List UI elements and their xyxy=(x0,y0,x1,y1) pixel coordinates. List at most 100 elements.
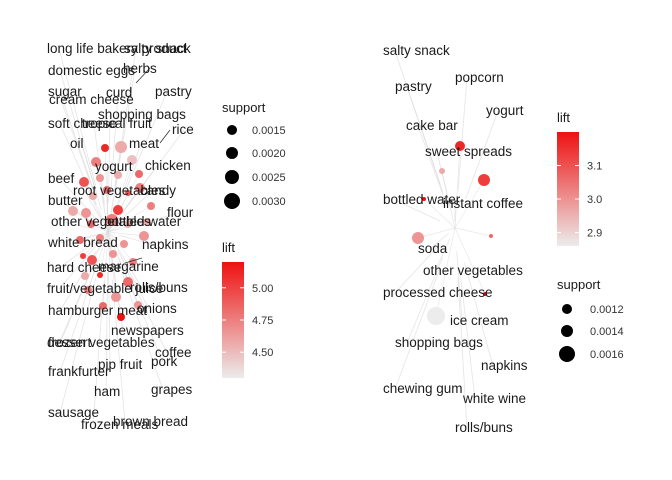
rule-node-1-30 xyxy=(87,220,95,228)
edge-1-28 xyxy=(58,245,97,290)
item-label-frankfurter: frankfurter xyxy=(48,364,110,379)
item-label-oil: oil xyxy=(70,136,84,151)
edge-2-10 xyxy=(434,238,451,272)
item-label-napkins: napkins xyxy=(142,237,189,252)
rule-node-1-28 xyxy=(143,218,151,226)
item-label-other-vegetables: other vegetables xyxy=(423,263,523,278)
rule-edge-1-22 xyxy=(87,231,109,291)
leader-line-1-2 xyxy=(159,129,171,144)
item-label-shopping-bags: shopping bags xyxy=(395,335,483,350)
rule-node-1-21 xyxy=(123,277,133,287)
rule-node-1-15 xyxy=(139,231,149,241)
lift-legend-title: lift xyxy=(557,110,570,125)
rule-node-1-23 xyxy=(111,292,121,302)
rule-edge-2-4 xyxy=(423,198,456,229)
rule-edge-2-3 xyxy=(417,227,456,239)
size-legend-label-2: 0.0020 xyxy=(252,148,286,160)
leader-line-1-1 xyxy=(135,67,151,84)
rule-edge-1-16 xyxy=(79,231,109,241)
edge-2-13 xyxy=(406,256,444,344)
edge-1-42 xyxy=(92,280,105,426)
edge-2-15 xyxy=(394,268,441,390)
lift-tick-label-3: 5.00 xyxy=(252,283,273,295)
rule-edge-1-24 xyxy=(107,231,122,318)
item-label-grapes: grapes xyxy=(151,382,193,397)
item-label-ice-cream: ice cream xyxy=(450,313,509,328)
edge-1-8 xyxy=(60,99,97,200)
item-label-processed-cheese: processed cheese xyxy=(383,285,493,300)
size-legend-label-4: 0.0030 xyxy=(252,196,286,208)
item-label-sausage: sausage xyxy=(48,405,99,420)
item-label-salty-snack: salty snack xyxy=(124,41,191,56)
size-legend-point-1 xyxy=(562,304,572,314)
item-label-cream-cheese: cream cheese xyxy=(49,92,134,107)
edge-1-41 xyxy=(59,277,97,414)
rule-node-1-3 xyxy=(101,144,109,152)
rule-edge-2-6 xyxy=(454,227,486,295)
rule-node-1-2 xyxy=(127,155,137,165)
rule-edge-2-2 xyxy=(454,179,485,229)
rule-node-1-4 xyxy=(91,157,101,167)
edge-1-6 xyxy=(110,92,119,198)
item-label-chewing-gum: chewing gum xyxy=(383,381,463,396)
rule-node-1-25 xyxy=(99,302,107,310)
item-label-pip-fruit: pip fruit xyxy=(98,357,143,372)
item-label-frozen-meals: frozen meals xyxy=(81,417,159,432)
rule-edge-1-26 xyxy=(107,231,139,306)
lift-colorbar xyxy=(222,262,244,378)
item-label-tropical-fruit: tropical fruit xyxy=(82,116,152,131)
lift-colorbar xyxy=(557,132,579,246)
item-label-chicken: chicken xyxy=(145,158,191,173)
rule-node-1-16 xyxy=(76,236,84,244)
edge-1-34 xyxy=(58,259,97,344)
rule-edge-1-15 xyxy=(107,231,145,237)
rule-node-1-33 xyxy=(135,170,143,178)
rule-node-1-29 xyxy=(106,214,118,226)
item-label-dessert: dessert xyxy=(47,335,92,350)
rule-node-1-32 xyxy=(68,206,78,216)
rule-node-1-6 xyxy=(79,177,89,187)
item-label-rolls-buns: rolls/buns xyxy=(130,280,188,295)
edge-1-1 xyxy=(58,48,97,187)
item-label-bottled-water: bottled water xyxy=(104,214,182,229)
edge-2-9 xyxy=(429,232,450,250)
rule-node-2-4 xyxy=(422,197,426,201)
rule-edge-1-11 xyxy=(107,205,152,233)
edge-2-17 xyxy=(457,277,468,429)
rule-node-1-9 xyxy=(89,192,97,200)
size-legend-label-2: 0.0014 xyxy=(590,326,624,338)
edge-1-31 xyxy=(117,251,150,310)
size-legend-title: support xyxy=(222,100,266,115)
item-label-other-vegetables: other vegetables xyxy=(51,214,151,229)
rule-node-2-2 xyxy=(478,174,490,186)
edge-2-16 xyxy=(459,270,476,400)
edge-1-13 xyxy=(81,143,102,211)
item-label-yogurt: yogurt xyxy=(95,159,133,174)
item-label-cake-bar: cake bar xyxy=(406,118,458,133)
item-label-margarine: margarine xyxy=(98,259,159,274)
item-label-fruit-vegetable-juice: fruit/vegetable juice xyxy=(47,281,163,296)
lift-tick-label-1: 4.50 xyxy=(252,347,273,359)
size-legend-label-1: 0.0015 xyxy=(252,125,286,137)
size-legend-point-3 xyxy=(225,170,239,184)
rule-edge-1-19 xyxy=(107,231,134,263)
lift-tick-label-1: 2.9 xyxy=(587,228,602,240)
item-label-root-vegetables: root vegetables xyxy=(73,183,166,198)
rule-edge-2-7 xyxy=(435,227,456,317)
lift-tick-label-2: 3.0 xyxy=(587,194,602,206)
edge-2-7 xyxy=(394,199,441,222)
rule-edge-1-6 xyxy=(83,181,109,233)
rule-edge-1-9 xyxy=(92,195,109,233)
edge-2-5 xyxy=(417,125,447,203)
size-legend-point-2 xyxy=(226,147,238,159)
item-label-yogurt: yogurt xyxy=(486,103,524,118)
rule-edge-1-27 xyxy=(82,231,109,257)
rule-edge-1-25 xyxy=(102,231,109,307)
size-legend-point-3 xyxy=(559,346,575,362)
rule-node-2-1 xyxy=(455,141,465,151)
edge-2-12 xyxy=(456,251,463,322)
edge-1-5 xyxy=(59,91,97,198)
item-label-curd: curd xyxy=(106,85,132,100)
item-label-instant-coffee: instant coffee xyxy=(443,196,523,211)
